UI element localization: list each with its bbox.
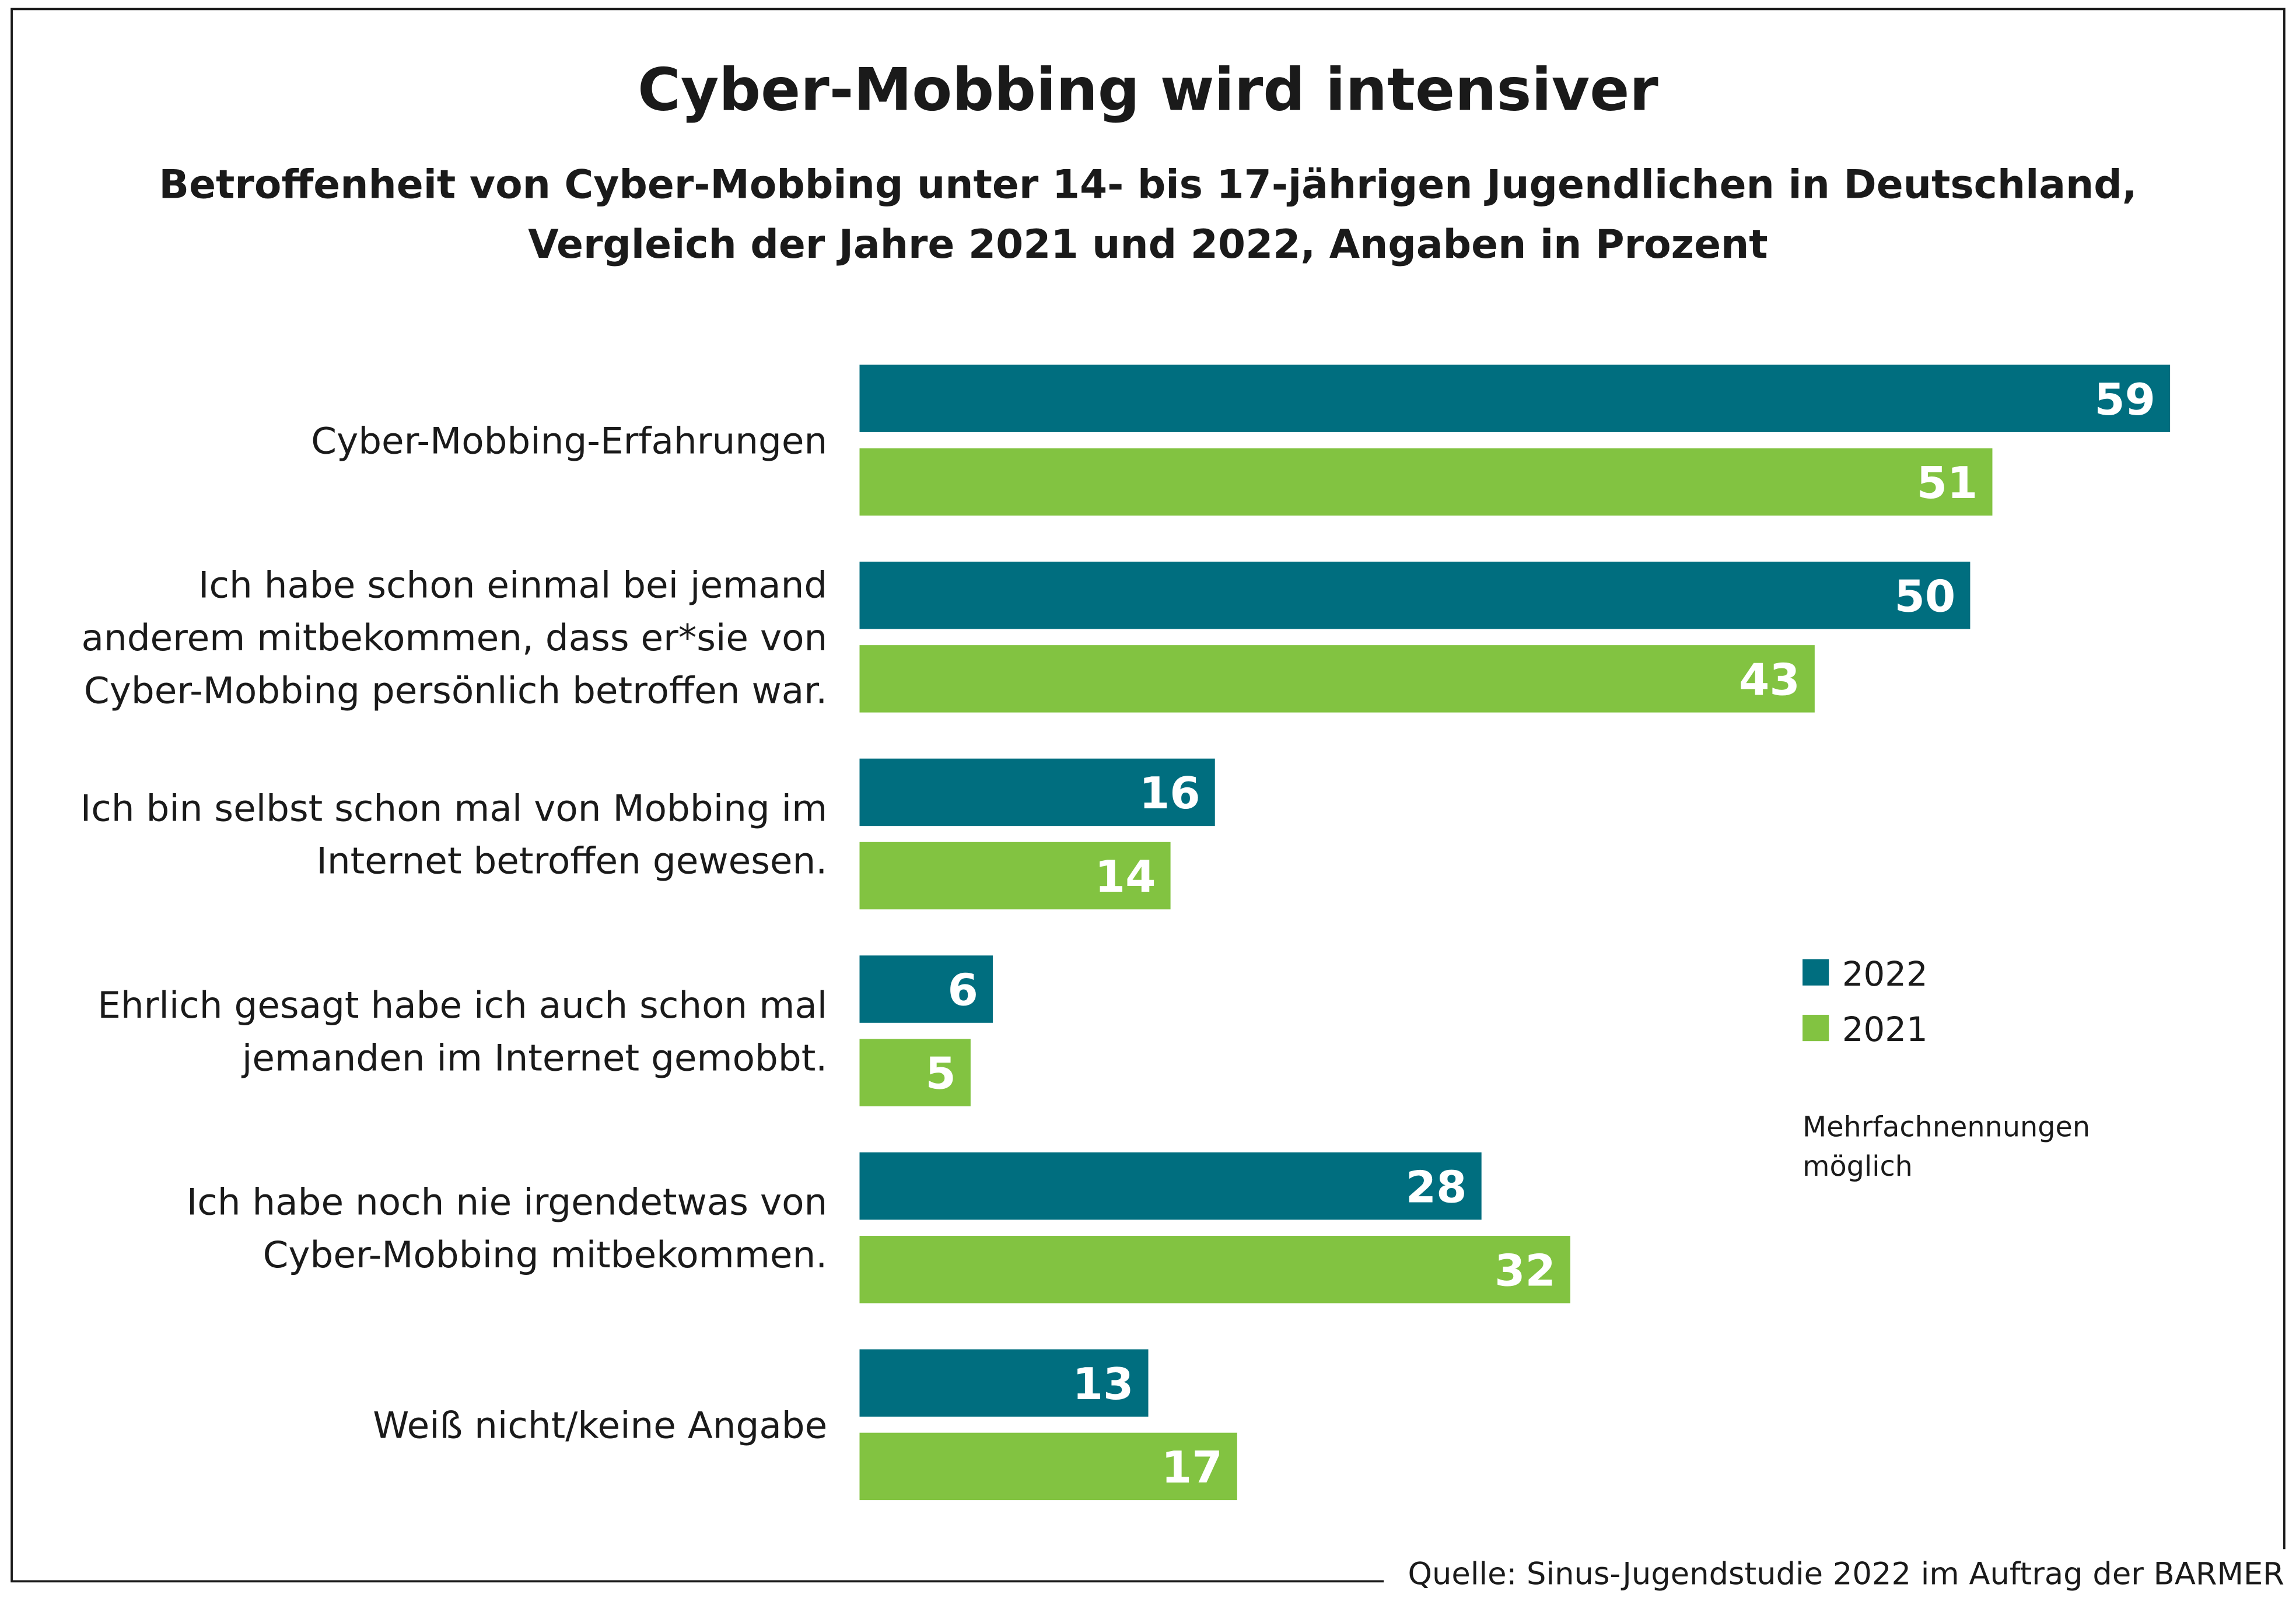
bar-2022-4 <box>859 1152 1482 1220</box>
category-label-3-line-1: jemanden im Internet gemobbt. <box>241 1036 827 1079</box>
bar-2021-4 <box>859 1236 1571 1303</box>
data-label-2021-5: 17 <box>1161 1442 1223 1493</box>
data-label-2022-2: 16 <box>1139 768 1200 819</box>
data-label-2021-3: 5 <box>925 1048 956 1099</box>
bar-2022-2 <box>859 758 1215 826</box>
chart-subtitle-line-1: Betroffenheit von Cyber-Mobbing unter 14… <box>159 161 2137 207</box>
bar-2021-5 <box>859 1432 1237 1501</box>
category-label-4-line-0: Ich habe noch nie irgendetwas von <box>187 1181 828 1224</box>
data-label-2021-1: 43 <box>1739 654 1800 706</box>
bar-2022-1 <box>859 562 1971 629</box>
data-label-2022-3: 6 <box>947 965 978 1016</box>
data-label-2022-5: 13 <box>1073 1358 1134 1410</box>
category-label-4-line-1: Cyber-Mobbing mitbekommen. <box>263 1233 828 1276</box>
category-labels: Cyber-Mobbing-Erfahrungen Ich habe schon … <box>80 419 828 1446</box>
legend-label-2021: 2021 <box>1842 1010 1928 1049</box>
bar-2022-5 <box>859 1349 1149 1417</box>
data-label-2022-4: 28 <box>1406 1161 1467 1212</box>
data-label-2021-0: 51 <box>1917 457 1978 509</box>
bar-2021-2 <box>859 842 1171 910</box>
category-label-1-line-1: anderem mitbekommen, dass er*sie von <box>82 616 828 659</box>
category-label-3-line-0: Ehrlich gesagt habe ich auch schon mal <box>97 984 827 1026</box>
category-label-5-line-0: Weiß nicht/keine Angabe <box>373 1404 827 1446</box>
source-note: Quelle: Sinus-Jugendstudie 2022 im Auftr… <box>1408 1556 2284 1592</box>
legend-label-2022: 2022 <box>1842 954 1928 994</box>
category-label-0-line-0: Cyber-Mobbing-Erfahrungen <box>311 419 827 462</box>
legend-swatch-2022 <box>1803 959 1829 986</box>
chart-subtitle-line-2: Vergleich der Jahre 2021 und 2022, Angab… <box>528 221 1768 267</box>
note-line-2: möglich <box>1803 1151 1913 1183</box>
note-line-1: Mehrfachnennungen <box>1803 1111 2090 1143</box>
bar-2021-3 <box>859 1039 971 1106</box>
bar-2021-0 <box>859 448 1993 516</box>
category-label-2-line-0: Ich bin selbst schon mal von Mobbing im <box>80 787 828 829</box>
legend: 2022 2021 <box>1803 954 1928 1049</box>
bars-group: 59 51 50 43 16 14 6 5 28 32 13 17 <box>859 365 2171 1501</box>
category-label-2-line-1: Internet betroffen gewesen. <box>316 840 827 882</box>
bar-2022-0 <box>859 365 2171 432</box>
data-label-2022-0: 59 <box>2094 374 2155 425</box>
data-label-2021-2: 14 <box>1095 851 1156 902</box>
category-label-1-line-0: Ich habe schon einmal bei jemand <box>198 564 827 607</box>
frame-border <box>10 8 2286 1583</box>
chart-title: Cyber-Mobbing wird intensiver <box>638 56 1658 124</box>
data-label-2021-4: 32 <box>1494 1245 1556 1296</box>
data-label-2022-1: 50 <box>1895 570 1956 622</box>
legend-swatch-2021 <box>1803 1014 1829 1042</box>
bar-2022-3 <box>859 955 993 1023</box>
bar-2021-1 <box>859 645 1815 713</box>
category-label-1-line-2: Cyber-Mobbing persönlich betroffen war. <box>84 669 827 712</box>
